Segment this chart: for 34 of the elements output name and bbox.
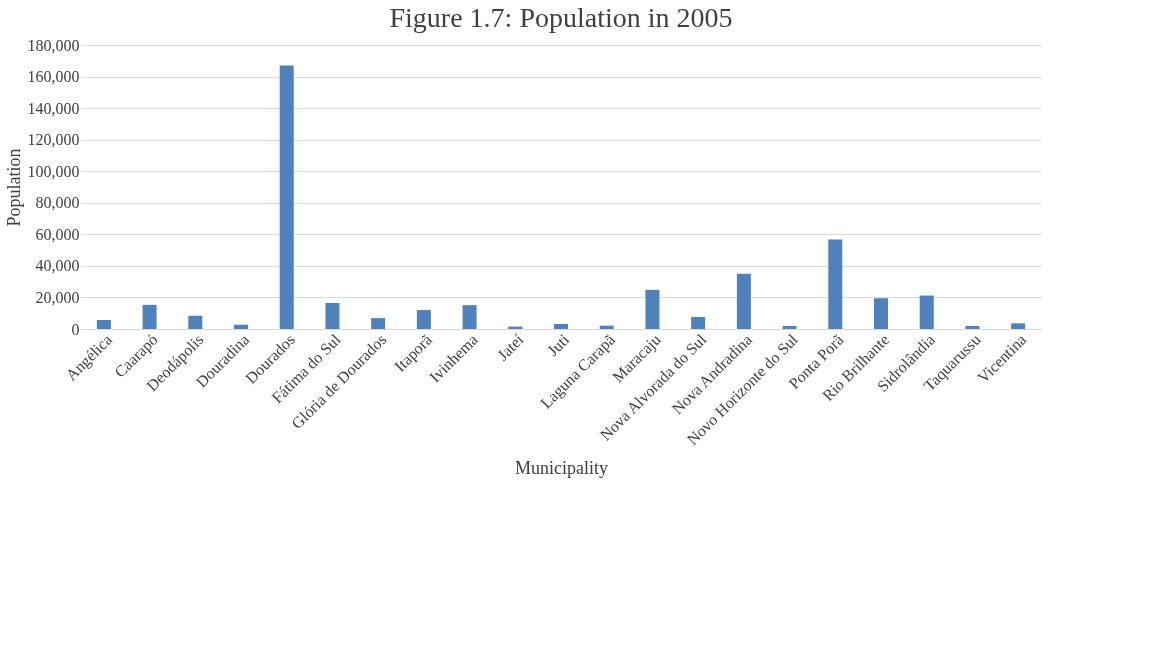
y-tick-label: 140,000 [27,99,80,117]
bar [325,303,340,329]
bar [874,298,888,329]
x-axis-title: Municipality [515,458,608,479]
y-tick-label: 100,000 [27,162,80,180]
bar [599,325,614,329]
bar [279,65,294,329]
bar [462,305,477,329]
y-tick-label: 20,000 [35,288,80,306]
bar [142,304,157,329]
bar [736,273,751,329]
bar [782,326,797,329]
bar [371,318,386,329]
y-tick-label: 180,000 [27,36,80,54]
x-tick-label: Juti [543,330,573,360]
y-tick-label: 40,000 [35,257,80,275]
bar [828,239,843,329]
bar [96,320,111,329]
chart-title: Figure 1.7: Population in 2005 [389,2,733,33]
bar [1011,323,1026,329]
bar [188,315,203,329]
y-tick-label: 0 [71,320,80,338]
bar [919,295,934,329]
y-tick-label: 60,000 [35,225,80,243]
bar [554,323,568,329]
y-tick-label: 80,000 [35,194,80,212]
y-tick-label: 120,000 [27,131,80,149]
y-axis-title: Population [3,148,24,227]
bar [965,326,980,329]
bar [645,289,660,329]
bar [416,310,431,329]
y-tick-label: 160,000 [27,68,80,86]
bar [691,317,706,329]
bar [234,324,248,329]
